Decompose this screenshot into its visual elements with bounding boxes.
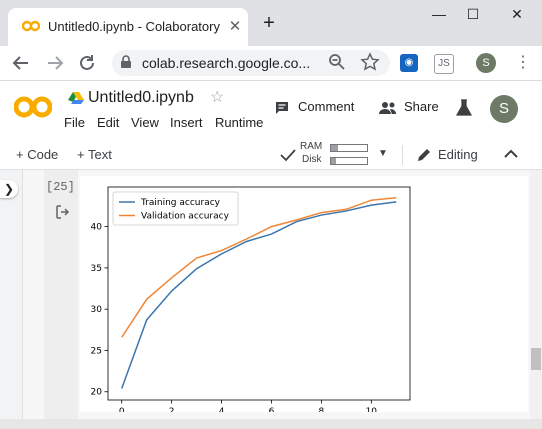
forward-arrow-icon[interactable] [44, 52, 66, 74]
browser-menu-icon[interactable]: ⋮ [515, 54, 531, 71]
y-tick-label: 35 [91, 264, 102, 274]
notebook-star-icon[interactable]: ☆ [210, 89, 225, 106]
disk-usage-fill [331, 158, 337, 164]
colab-header: Untitled0.ipynb ☆ File Edit View Insert … [0, 81, 542, 142]
execution-count: [25] [46, 180, 75, 194]
menu-runtime[interactable]: Runtime [215, 115, 264, 130]
x-tick-label: 10 [366, 407, 378, 412]
browser-tab[interactable]: Untitled0.ipynb - Colaboratory ✕ [8, 8, 248, 46]
disk-usage-bar [330, 157, 368, 165]
reload-icon[interactable] [76, 52, 98, 74]
bookmark-star-icon[interactable] [360, 52, 380, 72]
x-tick-label: 2 [169, 407, 175, 412]
colab-favicon-icon [22, 20, 40, 32]
vertical-scrollbar-thumb[interactable] [531, 348, 541, 370]
comment-label: Comment [298, 99, 355, 114]
notebook-toolbar: + Code + Text RAM Disk ▼ Editing [0, 141, 542, 170]
y-tick-label: 20 [91, 388, 103, 398]
comment-icon [276, 102, 288, 114]
x-tick-label: 4 [219, 407, 225, 412]
collapse-chevron-icon[interactable] [504, 149, 518, 159]
cell-gutter [44, 170, 78, 429]
user-avatar[interactable]: S [490, 95, 518, 123]
add-text-button[interactable]: + Text [77, 147, 112, 162]
resources-dropdown-icon[interactable]: ▼ [378, 148, 388, 159]
add-code-button[interactable]: + Code [16, 147, 59, 162]
x-tick-label: 8 [319, 407, 325, 412]
series-line-training [121, 201, 397, 389]
legend-label: Validation accuracy [141, 212, 230, 222]
flask-icon[interactable] [456, 99, 472, 117]
legend-label: Training accuracy [140, 198, 221, 208]
profile-avatar[interactable]: S [476, 53, 496, 73]
menu-file[interactable]: File [64, 115, 85, 130]
extension-icon[interactable]: ◉ [400, 54, 418, 72]
maximize-button[interactable]: ☐ [466, 6, 480, 22]
checkmark-icon [280, 149, 296, 162]
browser-nav-bar: colab.research.google.co... ◉ JS S ⋮ [0, 46, 542, 81]
disk-label: Disk [302, 154, 322, 165]
y-tick-label: 40 [91, 223, 103, 233]
new-tab-button[interactable]: + [263, 12, 275, 34]
window-close-button[interactable]: ✕ [511, 6, 523, 22]
x-tick-label: 0 [119, 407, 125, 412]
js-extension-icon[interactable]: JS [434, 54, 454, 74]
people-icon [379, 102, 396, 114]
minimize-button[interactable]: — [432, 6, 446, 22]
ram-label: RAM [300, 141, 323, 152]
colab-logo[interactable] [14, 95, 52, 119]
horizontal-scrollbar[interactable] [0, 419, 542, 429]
series-line-validation [121, 196, 397, 338]
toolbar-divider [402, 145, 403, 165]
expand-sidebar-icon[interactable]: ❯ [0, 180, 18, 198]
zoom-icon[interactable] [328, 53, 346, 71]
legend-box [112, 191, 239, 226]
menu-view[interactable]: View [131, 115, 159, 130]
address-bar[interactable]: colab.research.google.co... [112, 50, 390, 76]
y-tick-label: 25 [91, 346, 102, 356]
y-tick-label: 30 [91, 305, 103, 315]
share-label: Share [404, 99, 439, 114]
pencil-icon [418, 149, 430, 161]
tab-close-icon[interactable]: ✕ [228, 18, 242, 35]
ram-usage-fill [331, 145, 339, 151]
browser-tab-strip: Untitled0.ipynb - Colaboratory ✕ + — ☐ ✕ [0, 0, 542, 46]
drive-icon [68, 92, 84, 104]
vertical-scrollbar[interactable] [530, 170, 542, 429]
lock-icon [121, 55, 131, 68]
notebook-name[interactable]: Untitled0.ipynb [88, 89, 194, 106]
menu-insert[interactable]: Insert [170, 115, 203, 130]
accuracy-line-chart: 0 2 4 6 8 10 20 25 30 35 40 Training accuracy Valid… [91, 186, 411, 412]
back-arrow-icon[interactable] [10, 52, 32, 74]
tab-title: Untitled0.ipynb - Colaboratory [48, 19, 220, 34]
side-panel [0, 170, 23, 429]
menu-edit[interactable]: Edit [97, 115, 120, 130]
x-tick-label: 6 [269, 407, 275, 412]
url-text: colab.research.google.co... [142, 55, 311, 71]
editing-mode-button[interactable]: Editing [438, 147, 478, 162]
output-actions-icon[interactable] [54, 204, 70, 220]
ram-usage-bar [330, 144, 368, 152]
